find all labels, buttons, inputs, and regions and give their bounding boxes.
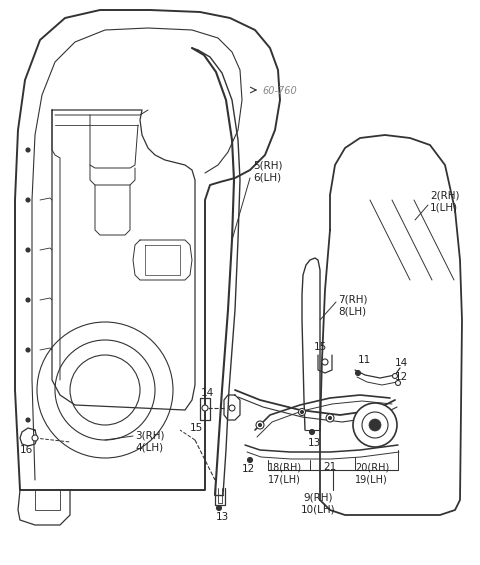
Circle shape [248,458,252,463]
Circle shape [26,418,30,422]
Circle shape [310,429,314,434]
Text: 15: 15 [313,342,326,352]
Text: 7(RH): 7(RH) [338,295,368,305]
Text: 5(RH): 5(RH) [253,160,283,170]
Circle shape [202,405,208,411]
Circle shape [362,412,388,438]
Text: 9(RH): 9(RH) [303,493,333,503]
Circle shape [396,380,400,385]
Text: 21: 21 [324,462,336,472]
Circle shape [26,148,30,152]
Text: 14: 14 [200,388,214,398]
Circle shape [26,298,30,302]
Text: 16: 16 [20,445,33,455]
Circle shape [256,421,264,429]
Text: 15: 15 [190,423,203,433]
Circle shape [322,359,328,365]
Text: 3(RH): 3(RH) [135,430,165,440]
Circle shape [326,414,334,422]
Text: 4(LH): 4(LH) [135,442,163,452]
Text: 60-760: 60-760 [262,86,297,96]
Text: 20(RH): 20(RH) [355,462,389,472]
Text: 13: 13 [308,438,321,448]
Circle shape [299,408,305,415]
Circle shape [353,403,397,447]
Text: 1(LH): 1(LH) [430,202,458,212]
Text: 12: 12 [241,464,254,474]
Text: 14: 14 [395,358,408,368]
Circle shape [26,348,30,352]
Circle shape [328,416,332,419]
Text: 8(LH): 8(LH) [338,307,366,317]
Circle shape [229,405,235,411]
Circle shape [356,371,360,376]
Text: 6(LH): 6(LH) [253,172,281,182]
Text: 11: 11 [358,355,371,365]
Text: 2(RH): 2(RH) [430,190,459,200]
Text: 18(RH): 18(RH) [268,462,302,472]
Text: 13: 13 [216,512,228,522]
Circle shape [26,248,30,252]
Circle shape [216,506,221,511]
Circle shape [32,435,38,441]
Text: 19(LH): 19(LH) [355,474,388,484]
Circle shape [393,373,397,379]
Circle shape [26,198,30,202]
Text: 10(LH): 10(LH) [300,505,336,515]
Circle shape [369,419,381,431]
Text: 17(LH): 17(LH) [268,474,301,484]
Text: 12: 12 [395,372,408,382]
Circle shape [259,424,262,427]
Circle shape [300,411,303,414]
